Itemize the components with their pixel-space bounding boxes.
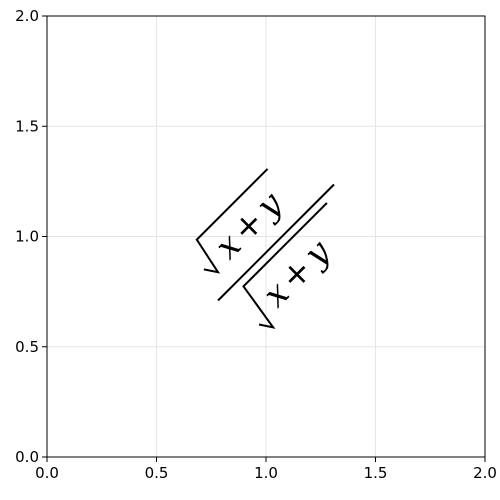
y-tick-label: 1.0 — [15, 228, 39, 246]
y-tick-label: 1.5 — [15, 117, 39, 135]
y-tick-label: 0.5 — [15, 338, 39, 356]
fraction-bar — [217, 183, 335, 302]
x-tick-label: 1.0 — [254, 464, 278, 482]
y-tick-label: 0.0 — [15, 448, 39, 466]
x-tick-label: 2.0 — [473, 464, 497, 482]
numerator-radical-sign — [195, 168, 269, 274]
x-tick-label: 0.5 — [145, 464, 169, 482]
x-tick-label: 1.5 — [364, 464, 388, 482]
y-tick-label: 2.0 — [15, 7, 39, 25]
x-tick-label: 0.0 — [35, 464, 59, 482]
ticks: 0.0 0.5 1.0 1.5 2.0 0.0 0.5 1.0 1.5 2.0 — [15, 7, 497, 482]
denominator-radical-sign — [242, 202, 328, 329]
